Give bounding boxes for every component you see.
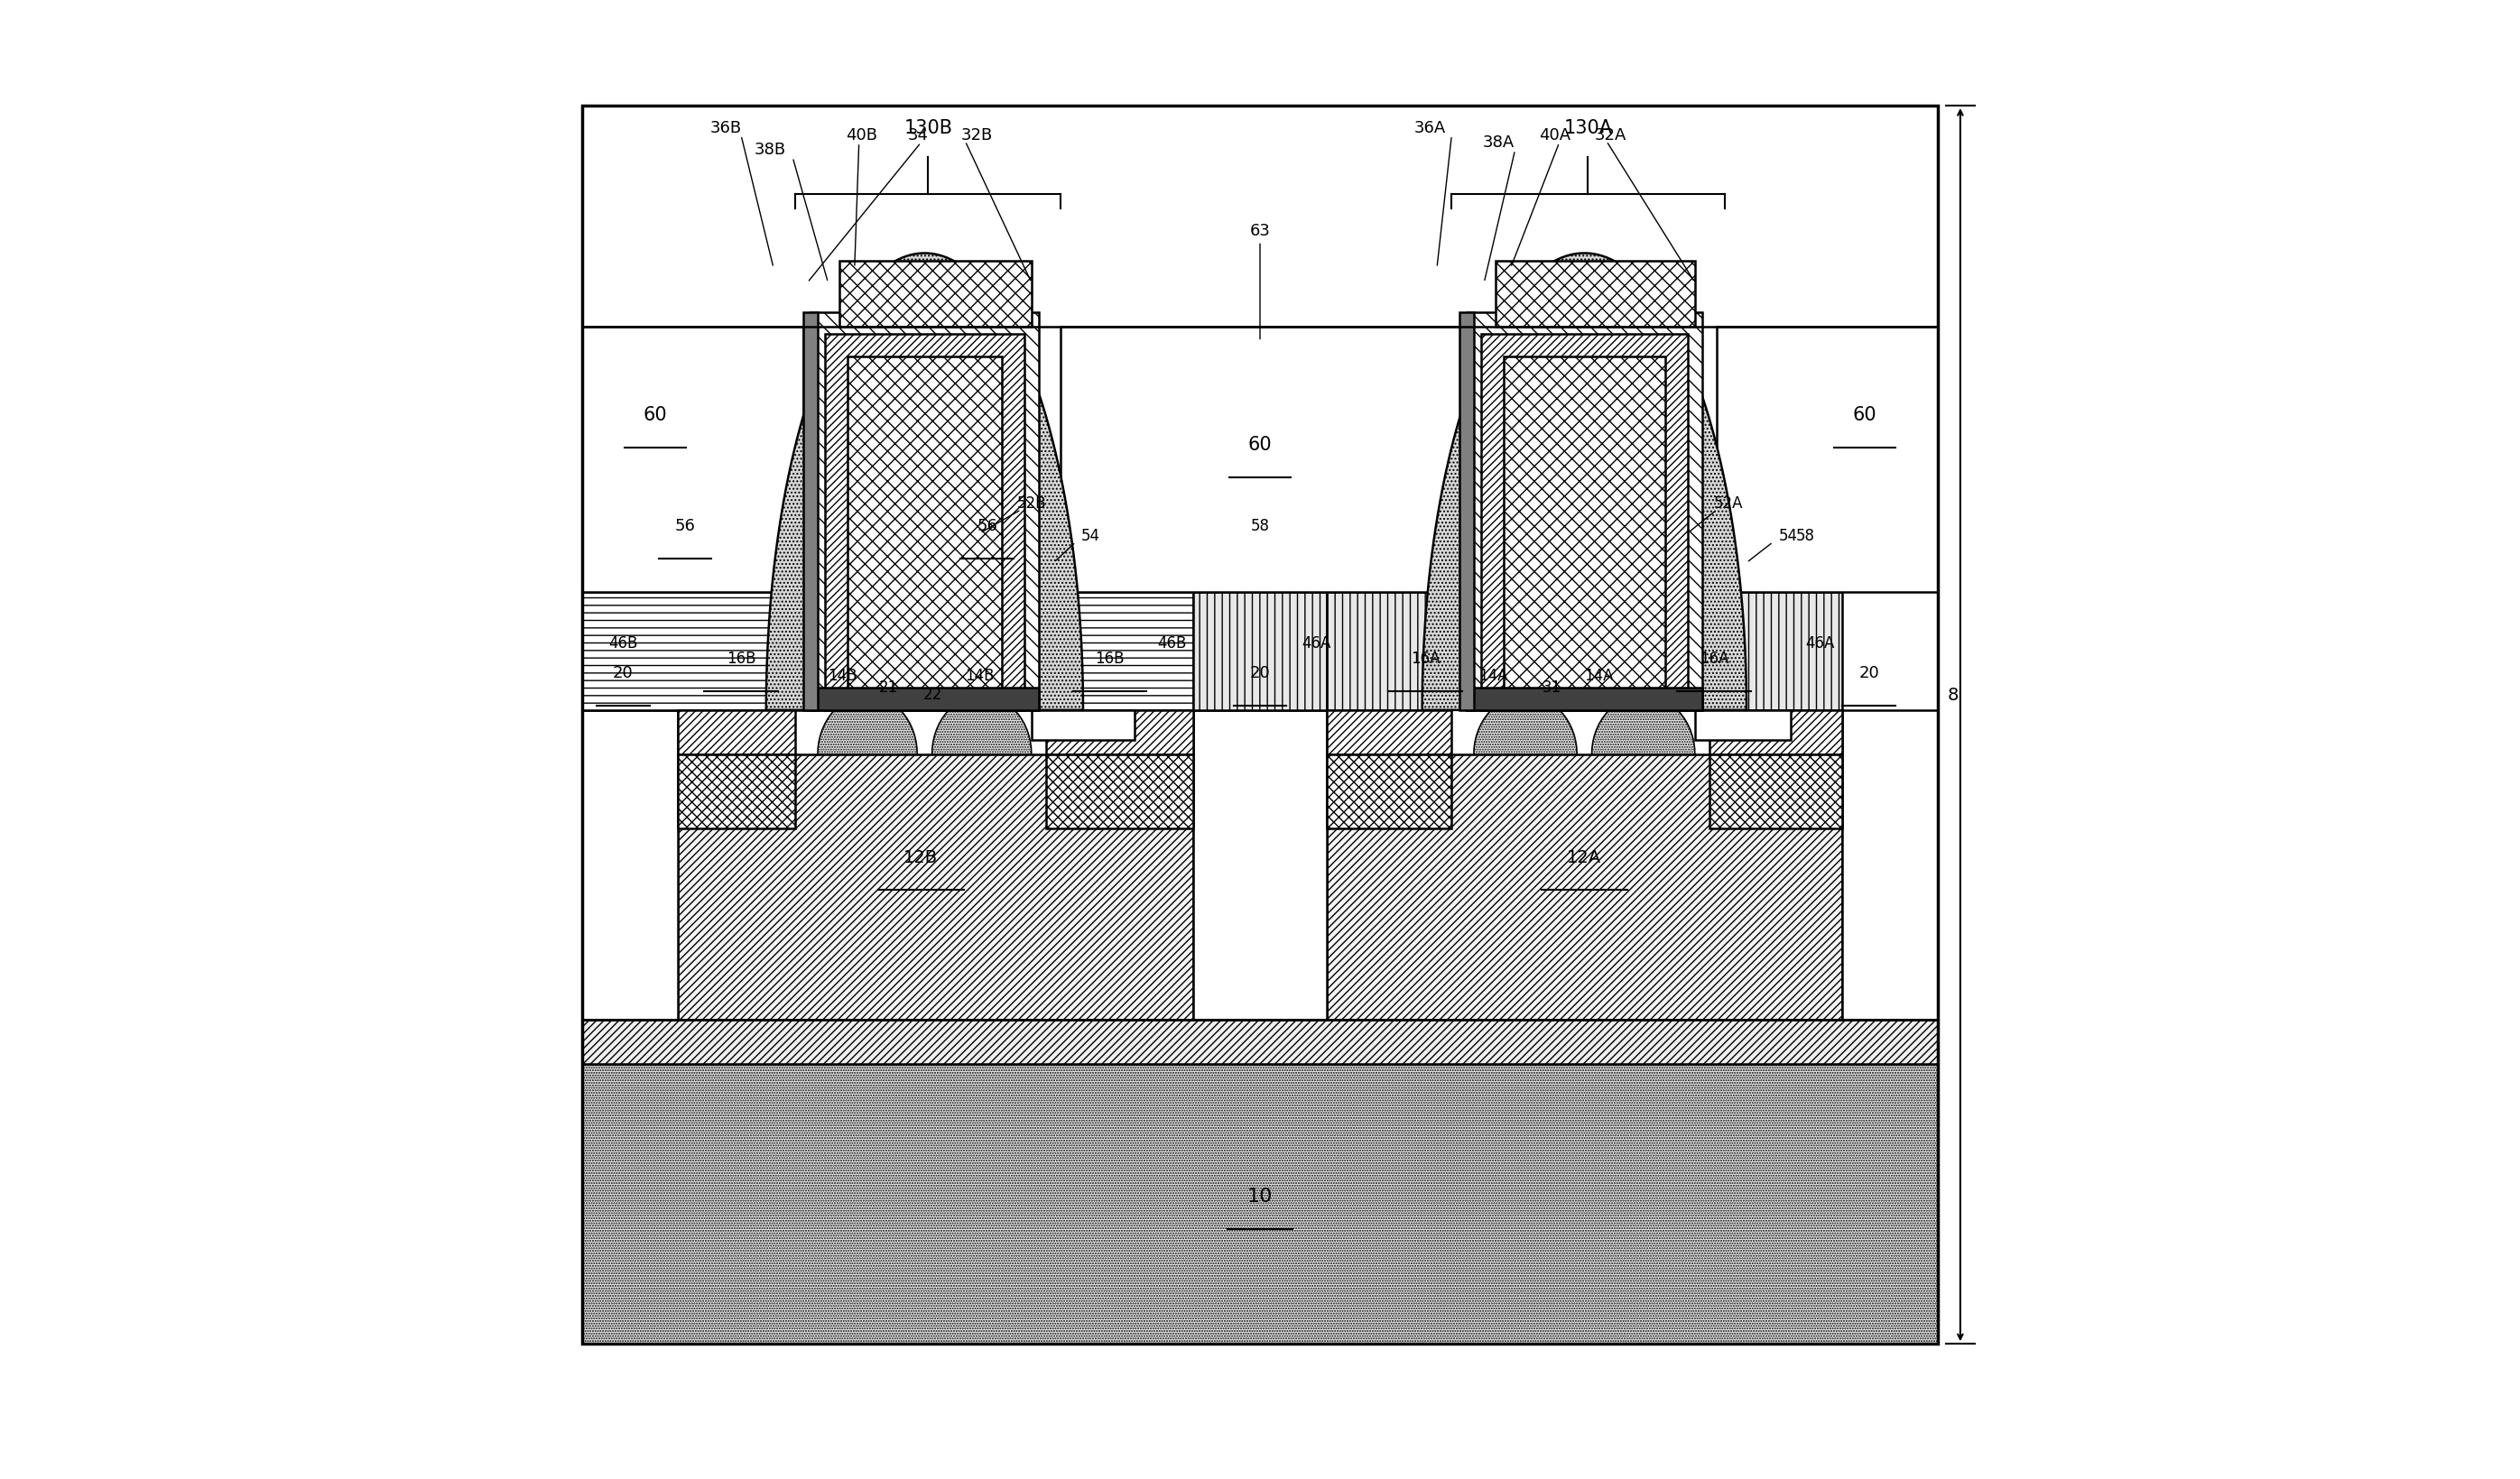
- Bar: [1046, 754, 1194, 828]
- Text: 8: 8: [1948, 686, 1958, 704]
- Text: 54: 54: [1081, 528, 1099, 544]
- Bar: [1482, 334, 1688, 710]
- Text: 60: 60: [1247, 436, 1273, 454]
- Text: 63: 63: [1250, 223, 1270, 240]
- Text: 56: 56: [978, 518, 998, 534]
- Text: 52B: 52B: [1016, 495, 1046, 512]
- Bar: [804, 312, 816, 710]
- Polygon shape: [932, 695, 1031, 754]
- Bar: [1061, 327, 1482, 592]
- Bar: [1459, 312, 1474, 710]
- Bar: [1497, 260, 1696, 327]
- Bar: [811, 312, 1038, 710]
- Text: 36B: 36B: [711, 120, 743, 136]
- Text: 16B: 16B: [726, 651, 756, 667]
- Bar: [1709, 710, 1842, 754]
- Text: 40B: 40B: [847, 127, 877, 143]
- Text: 60: 60: [643, 407, 668, 424]
- Text: 56: 56: [675, 518, 696, 534]
- Bar: [1467, 688, 1704, 710]
- Bar: [1709, 754, 1842, 828]
- Text: 46B: 46B: [1157, 636, 1187, 652]
- Bar: [824, 334, 1023, 710]
- Bar: [1467, 312, 1704, 710]
- Bar: [1046, 592, 1194, 710]
- Bar: [1031, 710, 1134, 740]
- Text: 10: 10: [1247, 1188, 1273, 1205]
- Polygon shape: [1421, 253, 1746, 710]
- Bar: [1504, 356, 1666, 703]
- Text: 34: 34: [907, 127, 927, 143]
- Bar: [582, 592, 811, 710]
- Bar: [1709, 592, 1842, 710]
- Bar: [582, 710, 678, 1019]
- Text: 46B: 46B: [607, 636, 638, 652]
- Text: 14B: 14B: [965, 669, 995, 685]
- Bar: [1842, 710, 1938, 1019]
- Text: 20: 20: [1250, 666, 1270, 682]
- Text: 20: 20: [1860, 666, 1880, 682]
- Bar: [582, 1019, 1938, 1063]
- Text: 60: 60: [1852, 407, 1877, 424]
- Text: 12B: 12B: [905, 849, 937, 867]
- Text: 32A: 32A: [1595, 127, 1628, 143]
- Bar: [1326, 592, 1452, 710]
- Bar: [1194, 592, 1326, 710]
- Text: 58: 58: [1250, 518, 1270, 534]
- Bar: [847, 356, 1003, 703]
- Text: 130B: 130B: [905, 118, 953, 138]
- Polygon shape: [766, 253, 1084, 710]
- Text: 16B: 16B: [1096, 651, 1124, 667]
- Text: 16A: 16A: [1411, 651, 1439, 667]
- Polygon shape: [816, 695, 917, 754]
- Text: 14A: 14A: [1585, 669, 1613, 685]
- Bar: [678, 754, 796, 828]
- Text: 130A: 130A: [1565, 118, 1613, 138]
- Text: 38A: 38A: [1482, 135, 1515, 151]
- Bar: [582, 105, 1938, 1344]
- Text: 14A: 14A: [1479, 669, 1507, 685]
- Text: 52A: 52A: [1714, 495, 1744, 512]
- Text: 38B: 38B: [753, 142, 786, 158]
- Text: 32B: 32B: [960, 127, 993, 143]
- Bar: [1716, 327, 1938, 592]
- Bar: [582, 327, 804, 592]
- Text: 54: 54: [1779, 528, 1797, 544]
- Text: 58: 58: [1797, 528, 1814, 544]
- Bar: [678, 710, 796, 754]
- Text: 40A: 40A: [1540, 127, 1570, 143]
- Text: 46A: 46A: [1807, 636, 1835, 652]
- Text: 14B: 14B: [829, 669, 857, 685]
- Bar: [839, 260, 1031, 327]
- Bar: [1696, 710, 1792, 740]
- Polygon shape: [1593, 695, 1696, 754]
- Bar: [1326, 754, 1452, 828]
- Text: 46A: 46A: [1300, 636, 1331, 652]
- Text: 22: 22: [922, 688, 942, 704]
- Text: 20: 20: [612, 666, 633, 682]
- Bar: [1326, 710, 1452, 754]
- Bar: [678, 754, 1194, 1019]
- Text: 21: 21: [879, 680, 897, 697]
- Text: 31: 31: [1542, 680, 1562, 697]
- Bar: [1046, 710, 1194, 754]
- Text: 12A: 12A: [1567, 849, 1603, 867]
- Bar: [582, 1063, 1938, 1344]
- Bar: [811, 688, 1038, 710]
- Polygon shape: [1474, 695, 1578, 754]
- Bar: [1326, 754, 1842, 1019]
- Text: 16A: 16A: [1698, 651, 1729, 667]
- Bar: [1194, 710, 1326, 1019]
- Text: 36A: 36A: [1414, 120, 1446, 136]
